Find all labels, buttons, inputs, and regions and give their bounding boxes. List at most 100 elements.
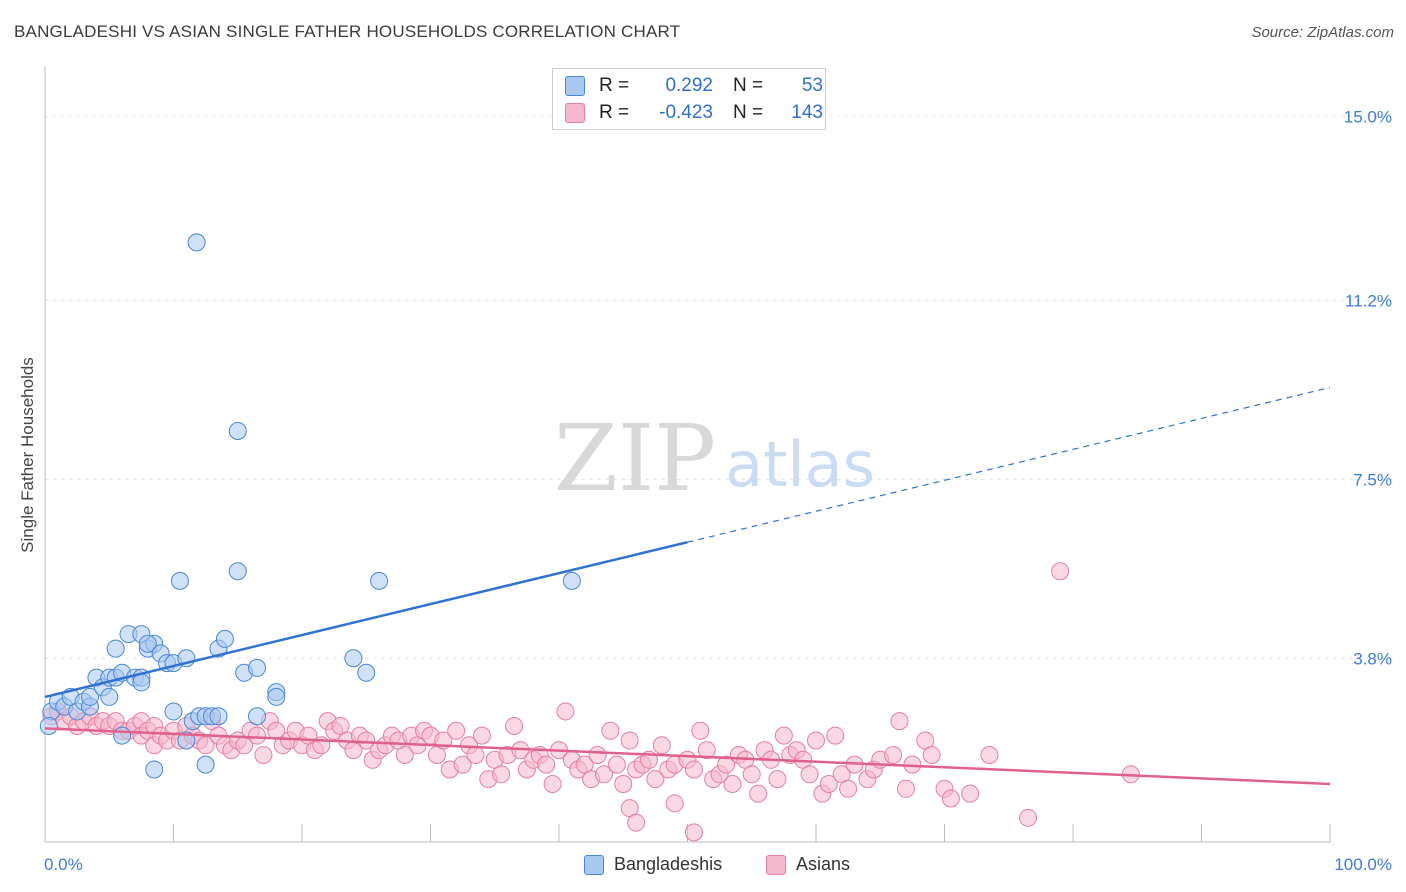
bangladeshi-point <box>357 663 376 682</box>
asian-point <box>723 774 742 793</box>
asian-point <box>505 716 524 735</box>
asian-point <box>697 741 716 760</box>
asian-point <box>684 760 703 779</box>
asian-point <box>884 745 903 764</box>
gridlines <box>45 116 1392 659</box>
asian-point <box>819 774 838 793</box>
bangladeshi-point <box>215 629 234 648</box>
asian-point <box>601 721 620 740</box>
asian-point <box>492 765 511 784</box>
stats-legend: R = 0.292 N = 53 R = -0.423 N = 143 <box>552 68 826 130</box>
asian-point <box>980 745 999 764</box>
asians-points <box>42 562 1140 842</box>
legend-item-asians[interactable]: Asians <box>766 854 850 875</box>
asian-point <box>691 721 710 740</box>
bangladeshi-point <box>187 233 206 252</box>
n-label: N = <box>733 102 764 123</box>
asian-point <box>196 736 215 755</box>
blue-swatch <box>584 854 604 875</box>
bangladeshi-point <box>228 562 247 581</box>
bangladeshi-point <box>106 639 125 658</box>
asian-point <box>614 774 633 793</box>
legend-item-bangladeshis[interactable]: Bangladeshis <box>584 854 722 875</box>
n-value: 53 <box>801 75 823 96</box>
watermark-atlas: atlas <box>725 428 875 501</box>
bangladeshi-point <box>177 731 196 750</box>
bangladeshi-point <box>196 755 215 774</box>
pink-swatch <box>766 854 786 875</box>
asian-point <box>556 702 575 721</box>
asian-point <box>453 755 472 774</box>
asian-point <box>749 784 768 803</box>
asian-point <box>941 789 960 808</box>
watermark: ZIP atlas <box>554 405 875 512</box>
bangladeshi-point <box>248 658 267 677</box>
asian-point <box>646 770 665 789</box>
bangladeshis-points <box>39 233 581 779</box>
asian-point <box>1019 808 1038 827</box>
bangladeshi-trend-line <box>44 540 688 699</box>
asian-point <box>472 726 491 745</box>
asian-point <box>774 726 793 745</box>
r-value: 0.292 <box>665 75 713 96</box>
asian-point <box>620 731 639 750</box>
asian-point <box>447 721 466 740</box>
asian-point <box>800 765 819 784</box>
asian-point <box>357 731 376 750</box>
n-label: N = <box>733 75 764 96</box>
source-label: Source: ZipAtlas.com <box>1251 24 1394 41</box>
bangladeshi-point <box>228 421 247 440</box>
chart-title: BANGLADESHI VS ASIAN SINGLE FATHER HOUSE… <box>14 22 681 41</box>
r-label: R = <box>599 102 630 123</box>
legend-label: Bangladeshis <box>614 854 723 874</box>
y-tick-label: 3.8% <box>1353 649 1392 668</box>
asian-point <box>588 745 607 764</box>
bangladeshi-point <box>39 716 58 735</box>
asian-point <box>248 726 267 745</box>
bangladeshi-point <box>562 571 581 590</box>
asian-point <box>922 745 941 764</box>
asian-point <box>826 726 845 745</box>
asian-point <box>254 745 273 764</box>
asian-point <box>717 755 736 774</box>
asian-point <box>652 736 671 755</box>
bangladeshi-point <box>138 634 157 653</box>
stats-row-asians: R = -0.423 N = 143 <box>565 100 823 126</box>
bangladeshi-point <box>267 687 286 706</box>
n-value: 143 <box>791 102 823 123</box>
asian-point <box>890 712 909 731</box>
bangladeshi-point <box>344 649 363 668</box>
bangladeshi-point <box>132 673 151 692</box>
asian-point <box>627 813 646 832</box>
asian-point <box>1051 562 1070 581</box>
asian-point <box>543 774 562 793</box>
watermark-zip: ZIP <box>554 405 716 512</box>
y-tick-label: 7.5% <box>1353 470 1392 489</box>
asian-point <box>742 765 761 784</box>
blue-swatch <box>565 76 585 96</box>
asian-point <box>537 755 556 774</box>
asian-point <box>768 770 787 789</box>
r-label: R = <box>599 75 630 96</box>
bangladeshi-point <box>248 707 267 726</box>
bangladeshi-point <box>370 571 389 590</box>
asian-point <box>961 784 980 803</box>
bottom-legend: Bangladeshis Asians <box>0 850 1406 880</box>
asian-trend-line <box>44 727 1331 786</box>
asian-point <box>665 794 684 813</box>
asian-point <box>395 745 414 764</box>
asian-point <box>607 755 626 774</box>
bangladeshi-point <box>164 702 183 721</box>
pink-swatch <box>565 103 585 123</box>
legend-label: Asians <box>796 854 851 874</box>
bangladeshi-point <box>170 571 189 590</box>
bangladeshi-point <box>80 687 99 706</box>
x-tick-label: 100.0% <box>1334 855 1392 874</box>
stats-row-bangladeshis: R = 0.292 N = 53 <box>565 73 823 99</box>
asian-point <box>594 765 613 784</box>
r-value: -0.423 <box>659 102 713 123</box>
y-tick-label: 11.2% <box>1345 291 1392 310</box>
bangladeshi-trend-extension <box>687 386 1331 543</box>
asian-point <box>839 779 858 798</box>
